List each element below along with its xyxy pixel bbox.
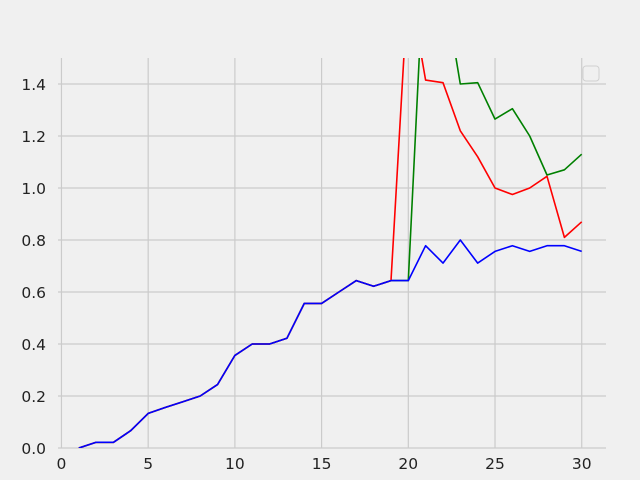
- y-tick-label: 0.6: [21, 284, 46, 302]
- y-tick-label: 0.0: [21, 440, 46, 458]
- y-tick-label: 1.2: [21, 128, 46, 146]
- y-tick-label: 0.2: [21, 388, 46, 406]
- x-tick-label: 10: [225, 455, 245, 473]
- x-tick-label: 25: [485, 455, 505, 473]
- y-tick-label: 0.8: [21, 232, 46, 250]
- y-tick-label: 1.0: [21, 180, 46, 198]
- x-tick-label: 15: [312, 455, 332, 473]
- x-tick-label: 20: [398, 455, 418, 473]
- x-tick-label: 30: [572, 455, 592, 473]
- tick-labels: 0 5 10 15 20 25 30 0.0 0.2 0.4 0.6 0.8 1.0 1.2 1.4: [21, 76, 591, 473]
- series-line-2: [78, 58, 583, 448]
- x-tick-label: 5: [143, 455, 153, 473]
- series-line-3: [78, 239, 582, 448]
- x-tick-label: 0: [57, 455, 67, 473]
- series-line-1: [78, 58, 583, 448]
- legend-box: [582, 65, 600, 82]
- y-tick-label: 0.4: [21, 336, 46, 354]
- series-group: [78, 58, 583, 448]
- y-tick-label: 1.4: [21, 76, 46, 94]
- grid: [58, 58, 606, 449]
